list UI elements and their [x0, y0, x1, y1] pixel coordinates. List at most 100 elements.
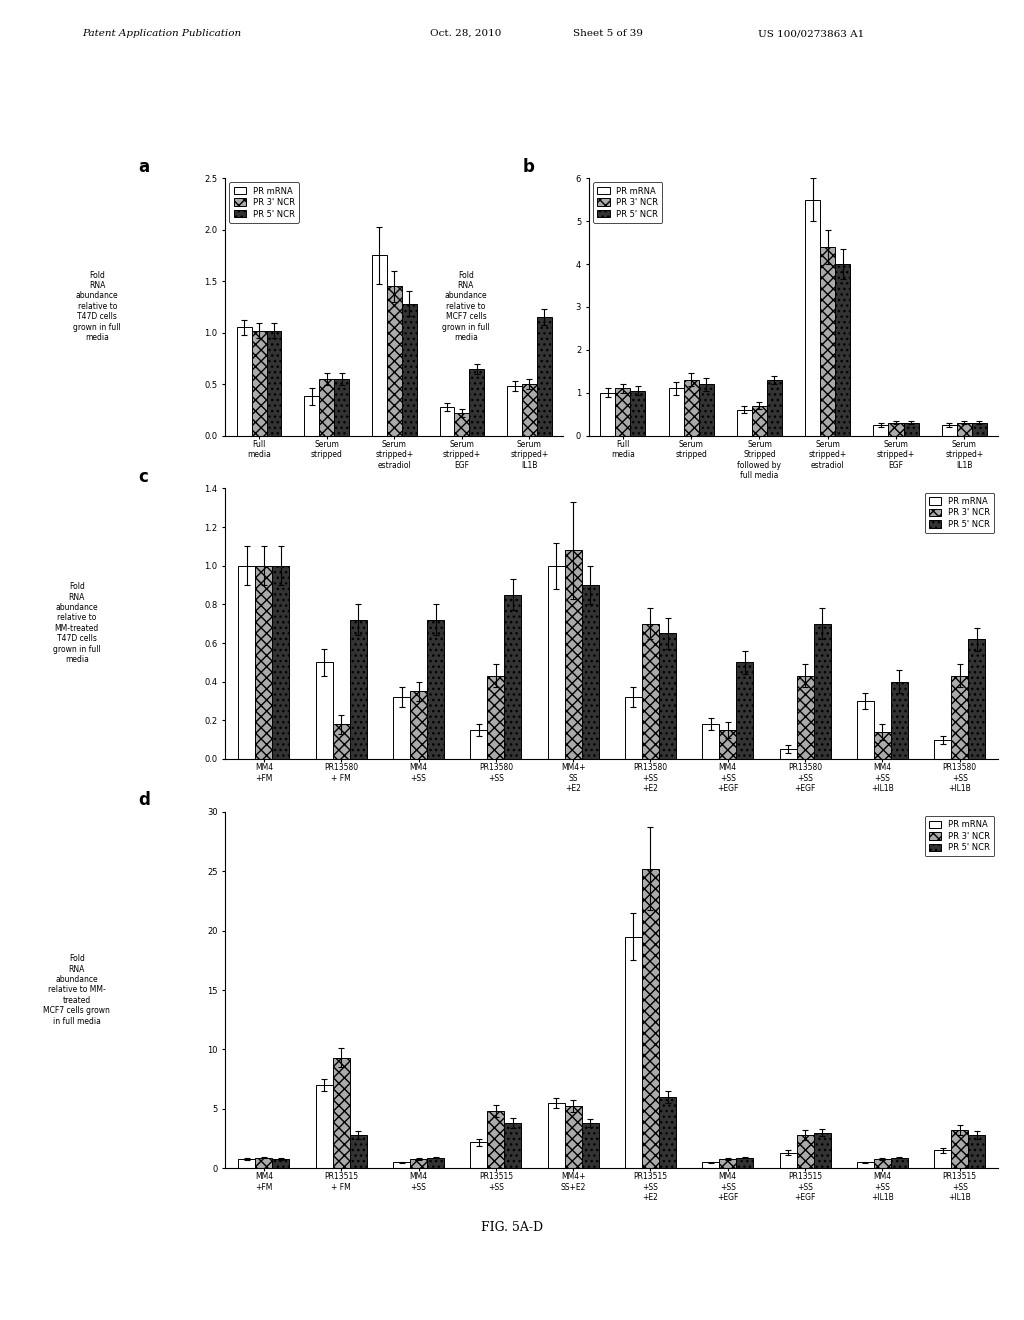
- Bar: [239, 1159, 255, 1168]
- Bar: [889, 422, 903, 436]
- Bar: [427, 1158, 444, 1168]
- Bar: [350, 620, 367, 759]
- Bar: [642, 624, 659, 759]
- Text: b: b: [522, 157, 535, 176]
- Text: a: a: [138, 157, 150, 176]
- Bar: [387, 286, 401, 436]
- Bar: [239, 566, 255, 759]
- Bar: [350, 1135, 367, 1168]
- Bar: [237, 327, 252, 436]
- Bar: [401, 304, 417, 436]
- Bar: [469, 368, 484, 436]
- Bar: [972, 422, 987, 436]
- Bar: [333, 1057, 350, 1168]
- Bar: [891, 1158, 908, 1168]
- Bar: [805, 199, 820, 436]
- Bar: [333, 725, 350, 759]
- Bar: [272, 566, 290, 759]
- Text: Patent Application Publication: Patent Application Publication: [82, 29, 241, 38]
- Bar: [857, 701, 873, 759]
- Bar: [582, 585, 599, 759]
- Bar: [736, 1158, 754, 1168]
- Bar: [615, 388, 631, 436]
- Bar: [507, 387, 522, 436]
- Bar: [903, 422, 919, 436]
- Bar: [669, 388, 684, 436]
- Text: Sheet 5 of 39: Sheet 5 of 39: [573, 29, 643, 38]
- Bar: [891, 681, 908, 759]
- Text: FIG. 5A-D: FIG. 5A-D: [481, 1221, 543, 1234]
- Text: d: d: [138, 791, 151, 809]
- Bar: [505, 1123, 521, 1168]
- Bar: [737, 409, 752, 436]
- Bar: [410, 692, 427, 759]
- Bar: [470, 1142, 487, 1168]
- Bar: [625, 937, 642, 1168]
- Bar: [642, 869, 659, 1168]
- Bar: [548, 566, 564, 759]
- Text: US 100/0273863 A1: US 100/0273863 A1: [758, 29, 864, 38]
- Bar: [266, 330, 282, 436]
- Text: Fold
RNA
abundance
relative to
MM-treated
T47D cells
grown in full
media: Fold RNA abundance relative to MM-treate…: [53, 582, 100, 664]
- Bar: [873, 1159, 891, 1168]
- Bar: [779, 1152, 797, 1168]
- Bar: [779, 750, 797, 759]
- Text: Fold
RNA
abundance
relative to
MCF7 cells
grown in full
media: Fold RNA abundance relative to MCF7 cell…: [442, 271, 489, 342]
- Bar: [942, 425, 956, 436]
- Bar: [319, 379, 334, 436]
- Bar: [631, 391, 645, 436]
- Bar: [304, 396, 319, 436]
- Bar: [439, 407, 455, 436]
- Bar: [427, 620, 444, 759]
- Text: Fold
RNA
abundance
relative to
T47D cells
grown in full
media: Fold RNA abundance relative to T47D cell…: [74, 271, 121, 342]
- Bar: [719, 1159, 736, 1168]
- Bar: [814, 1133, 830, 1168]
- Bar: [797, 1135, 814, 1168]
- Bar: [625, 697, 642, 759]
- Bar: [272, 1159, 290, 1168]
- Bar: [600, 393, 615, 436]
- Bar: [487, 676, 505, 759]
- Bar: [698, 384, 714, 436]
- Legend: PR mRNA, PR 3' NCR, PR 5' NCR: PR mRNA, PR 3' NCR, PR 5' NCR: [229, 182, 299, 223]
- Bar: [548, 1104, 564, 1168]
- Bar: [684, 380, 698, 436]
- Bar: [315, 1085, 333, 1168]
- Bar: [702, 725, 719, 759]
- Bar: [582, 1123, 599, 1168]
- Bar: [814, 624, 830, 759]
- Bar: [969, 1135, 985, 1168]
- Bar: [659, 1097, 676, 1168]
- Bar: [969, 639, 985, 759]
- Bar: [470, 730, 487, 759]
- Bar: [410, 1159, 427, 1168]
- Bar: [934, 1150, 951, 1168]
- Bar: [255, 566, 272, 759]
- Bar: [537, 317, 552, 436]
- Bar: [736, 663, 754, 759]
- Bar: [334, 379, 349, 436]
- Bar: [951, 676, 969, 759]
- Legend: PR mRNA, PR 3' NCR, PR 5' NCR: PR mRNA, PR 3' NCR, PR 5' NCR: [593, 182, 663, 223]
- Bar: [951, 1130, 969, 1168]
- Bar: [564, 1106, 582, 1168]
- Bar: [820, 247, 836, 436]
- Text: Oct. 28, 2010: Oct. 28, 2010: [430, 29, 502, 38]
- Bar: [934, 739, 951, 759]
- Bar: [797, 676, 814, 759]
- Bar: [393, 697, 410, 759]
- Bar: [719, 730, 736, 759]
- Bar: [857, 1162, 873, 1168]
- Bar: [873, 731, 891, 759]
- Bar: [659, 634, 676, 759]
- Bar: [487, 1111, 505, 1168]
- Text: Fold
RNA
abundance
relative to MM-
treated
MCF7 cells grown
in full media: Fold RNA abundance relative to MM- treat…: [43, 954, 111, 1026]
- Bar: [505, 595, 521, 759]
- Bar: [752, 405, 767, 436]
- Legend: PR mRNA, PR 3' NCR, PR 5' NCR: PR mRNA, PR 3' NCR, PR 5' NCR: [925, 816, 994, 857]
- Legend: PR mRNA, PR 3' NCR, PR 5' NCR: PR mRNA, PR 3' NCR, PR 5' NCR: [925, 492, 994, 533]
- Bar: [956, 422, 972, 436]
- Bar: [836, 264, 850, 436]
- Bar: [455, 413, 469, 436]
- Bar: [767, 380, 782, 436]
